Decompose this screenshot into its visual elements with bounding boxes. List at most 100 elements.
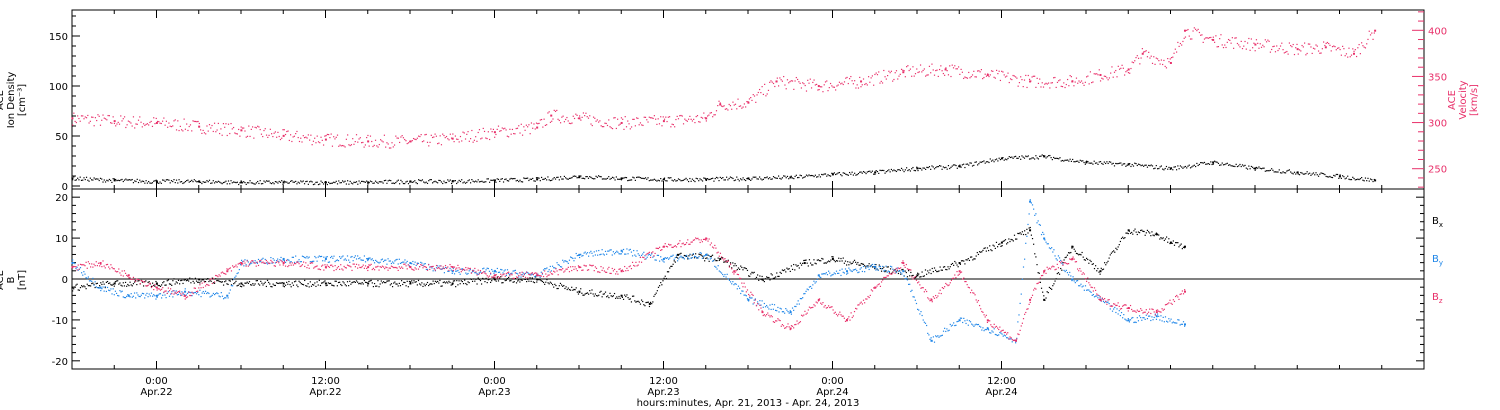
bx-point [917, 272, 919, 274]
density-point [1015, 155, 1017, 157]
by-point [235, 275, 237, 277]
velocity-point [142, 123, 145, 125]
by-point [147, 296, 149, 298]
bz-point [677, 243, 679, 245]
density-point [874, 173, 876, 175]
velocity-point [1254, 43, 1257, 46]
by-point [126, 295, 128, 297]
bx-point [842, 257, 844, 259]
bx-point [1063, 259, 1065, 261]
by-point [796, 303, 798, 305]
velocity-point [726, 108, 728, 110]
density-point [245, 183, 247, 186]
by-point [940, 335, 942, 337]
by-point [426, 268, 429, 271]
velocity-point [1055, 86, 1057, 89]
bx-point [287, 283, 289, 285]
bx-point [728, 265, 731, 267]
by-point [202, 290, 204, 293]
by-point [686, 254, 688, 257]
velocity-point [530, 122, 533, 124]
bx-point [590, 292, 592, 294]
by-point [750, 297, 752, 299]
by-point [497, 271, 500, 273]
bx-point [754, 278, 756, 280]
density-point [273, 183, 275, 185]
density-point [194, 180, 197, 182]
by-point [406, 260, 408, 263]
bx-point [793, 263, 795, 266]
density-point [1032, 157, 1034, 159]
by-point [813, 280, 815, 282]
density-point [746, 177, 748, 180]
by-point [417, 262, 420, 264]
by-point [278, 260, 280, 263]
density-point [310, 180, 312, 182]
bx-point [428, 284, 430, 287]
by-point [323, 256, 325, 258]
bx-point [785, 271, 787, 273]
velocity-point [425, 133, 427, 136]
density-point [1101, 162, 1103, 165]
bx-point [366, 281, 368, 284]
bx-point [299, 281, 301, 284]
bx-point [1155, 232, 1158, 234]
density-point [1300, 171, 1302, 174]
bz-point [275, 261, 278, 263]
bx-point [1144, 234, 1146, 236]
by-point [256, 262, 258, 265]
velocity-point [587, 117, 590, 119]
bx-point [1136, 233, 1138, 236]
density-point [780, 178, 782, 180]
velocity-point [701, 117, 704, 119]
density-point [552, 178, 554, 180]
by-point [861, 270, 863, 273]
bx-point [919, 276, 921, 278]
density-point [359, 182, 361, 184]
velocity-point [1187, 28, 1189, 31]
by-point [600, 253, 602, 255]
bx-point [652, 301, 654, 303]
by-point [151, 295, 154, 297]
bx-point [450, 284, 452, 286]
bx-point [976, 251, 978, 254]
by-point [389, 260, 391, 262]
bx-point [1164, 238, 1167, 240]
by-point [565, 260, 567, 262]
bz-point [680, 246, 682, 248]
density-point [326, 183, 328, 186]
bx-point [599, 291, 601, 293]
bx-point [790, 265, 793, 267]
velocity-point [547, 112, 549, 114]
by-point [759, 300, 761, 302]
bx-point [795, 264, 797, 266]
by-point [673, 258, 675, 260]
bx-point [619, 297, 621, 299]
density-point [873, 173, 875, 175]
bx-point [163, 281, 165, 283]
velocity-point [434, 133, 436, 135]
velocity-point [450, 137, 453, 139]
right-tick-label-top: 300 [1428, 119, 1447, 130]
velocity-point [1141, 48, 1143, 50]
velocity-point [708, 114, 710, 116]
density-point [1311, 173, 1313, 175]
by-point [822, 273, 824, 275]
velocity-point [241, 127, 244, 129]
density-point [84, 178, 86, 181]
by-point [209, 296, 211, 298]
bx-point [237, 284, 239, 286]
bx-point [1127, 232, 1129, 235]
bz-point [546, 276, 548, 278]
velocity-point [383, 134, 386, 136]
bx-point [1064, 256, 1066, 259]
by-point [237, 272, 239, 274]
by-point [905, 277, 907, 280]
density-point [533, 180, 535, 182]
bx-point [746, 269, 749, 272]
by-point [247, 261, 249, 263]
bx-point [559, 282, 562, 285]
bx-point [693, 257, 696, 259]
by-point [719, 271, 722, 273]
by-point [499, 271, 501, 273]
